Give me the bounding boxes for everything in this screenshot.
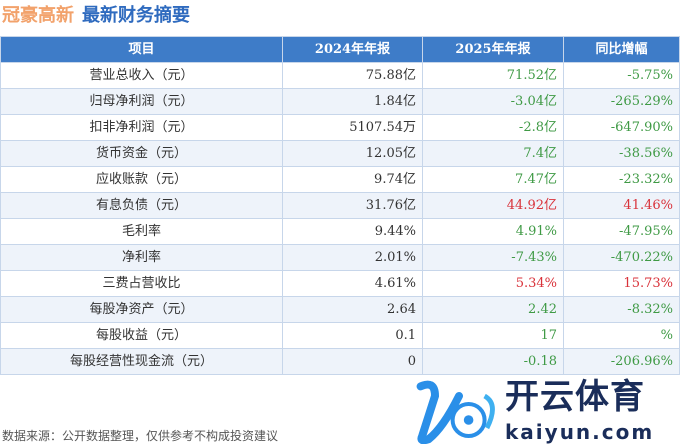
value-2024: 0.1: [282, 322, 423, 349]
table-row: 有息负债（元） 31.76亿 44.92亿 41.46%: [0, 192, 680, 219]
value-2024: 1.84亿: [282, 88, 423, 115]
value-2024: 5107.54万: [282, 114, 423, 141]
value-2024: 9.44%: [282, 218, 423, 245]
table-row: 每股净资产（元） 2.64 2.42 -8.32%: [0, 296, 680, 323]
table-row: 毛利率 9.44% 4.91% -47.95%: [0, 218, 680, 245]
logo-text: 开云体育: [505, 377, 645, 417]
value-2024: 9.74亿: [282, 166, 423, 193]
value-2024: 0: [282, 348, 423, 375]
table-row: 净利率 2.01% -7.43% -470.22%: [0, 244, 680, 271]
page-title: 冠豪高新 最新财务摘要: [2, 4, 190, 28]
value-change: -47.95%: [563, 218, 680, 245]
value-2024: 4.61%: [282, 270, 423, 297]
value-change: -206.96%: [563, 348, 680, 375]
table-row: 每股收益（元） 0.1 17 %: [0, 322, 680, 349]
value-2025: 7.47亿: [422, 166, 564, 193]
row-label: 毛利率: [0, 218, 283, 245]
data-source-note: 数据来源：公开数据整理，仅供参考不构成投资建议: [2, 429, 279, 443]
row-label: 扣非净利润（元）: [0, 114, 283, 141]
logo-url: kaiyun.com: [505, 420, 655, 444]
value-change: -5.75%: [563, 62, 680, 89]
value-2025: 17: [422, 322, 564, 349]
value-2025: -7.43%: [422, 244, 564, 271]
row-label: 应收账款（元）: [0, 166, 283, 193]
column-header-2025: 2025年年报: [422, 36, 564, 63]
value-2025: 2.42: [422, 296, 564, 323]
value-change: -470.22%: [563, 244, 680, 271]
row-label: 三费占营收比: [0, 270, 283, 297]
value-2025: -2.8亿: [422, 114, 564, 141]
value-change: -265.29%: [563, 88, 680, 115]
value-2024: 12.05亿: [282, 140, 423, 167]
value-change: -23.32%: [563, 166, 680, 193]
section-title: 最新财务摘要: [82, 5, 190, 26]
table-row: 应收账款（元） 9.74亿 7.47亿 -23.32%: [0, 166, 680, 193]
row-label: 每股净资产（元）: [0, 296, 283, 323]
row-label: 归母净利润（元）: [0, 88, 283, 115]
row-label: 净利率: [0, 244, 283, 271]
value-change: -8.32%: [563, 296, 680, 323]
financial-summary-table: 项目 2024年年报 2025年年报 同比增幅 营业总收入（元） 75.88亿 …: [0, 36, 680, 375]
row-label: 每股经营性现金流（元）: [0, 348, 283, 375]
kaiyun-logo-icon: [416, 380, 495, 444]
value-2025: 44.92亿: [422, 192, 564, 219]
value-2025: 71.52亿: [422, 62, 564, 89]
value-change: %: [563, 322, 680, 349]
row-label: 每股收益（元）: [0, 322, 283, 349]
value-2024: 31.76亿: [282, 192, 423, 219]
value-2024: 75.88亿: [282, 62, 423, 89]
value-2024: 2.01%: [282, 244, 423, 271]
column-header-change: 同比增幅: [563, 36, 680, 63]
row-label: 营业总收入（元）: [0, 62, 283, 89]
value-2025: 4.91%: [422, 218, 564, 245]
table-row: 营业总收入（元） 75.88亿 71.52亿 -5.75%: [0, 62, 680, 89]
row-label: 货币资金（元）: [0, 140, 283, 167]
row-label: 有息负债（元）: [0, 192, 283, 219]
value-2024: 2.64: [282, 296, 423, 323]
table-row: 扣非净利润（元） 5107.54万 -2.8亿 -647.90%: [0, 114, 680, 141]
column-header-2024: 2024年年报: [282, 36, 423, 63]
value-change: 15.73%: [563, 270, 680, 297]
column-header-item: 项目: [0, 36, 283, 63]
table-row: 归母净利润（元） 1.84亿 -3.04亿 -265.29%: [0, 88, 680, 115]
table-header: 项目 2024年年报 2025年年报 同比增幅: [0, 36, 680, 63]
value-2025: 5.34%: [422, 270, 564, 297]
table-row: 每股经营性现金流（元） 0 -0.18 -206.96%: [0, 348, 680, 375]
table-row: 货币资金（元） 12.05亿 7.4亿 -38.56%: [0, 140, 680, 167]
company-name: 冠豪高新: [2, 5, 74, 26]
value-2025: -3.04亿: [422, 88, 564, 115]
value-change: -647.90%: [563, 114, 680, 141]
table-row: 三费占营收比 4.61% 5.34% 15.73%: [0, 270, 680, 297]
value-change: 41.46%: [563, 192, 680, 219]
value-change: -38.56%: [563, 140, 680, 167]
value-2025: 7.4亿: [422, 140, 564, 167]
value-2025: -0.18: [422, 348, 564, 375]
